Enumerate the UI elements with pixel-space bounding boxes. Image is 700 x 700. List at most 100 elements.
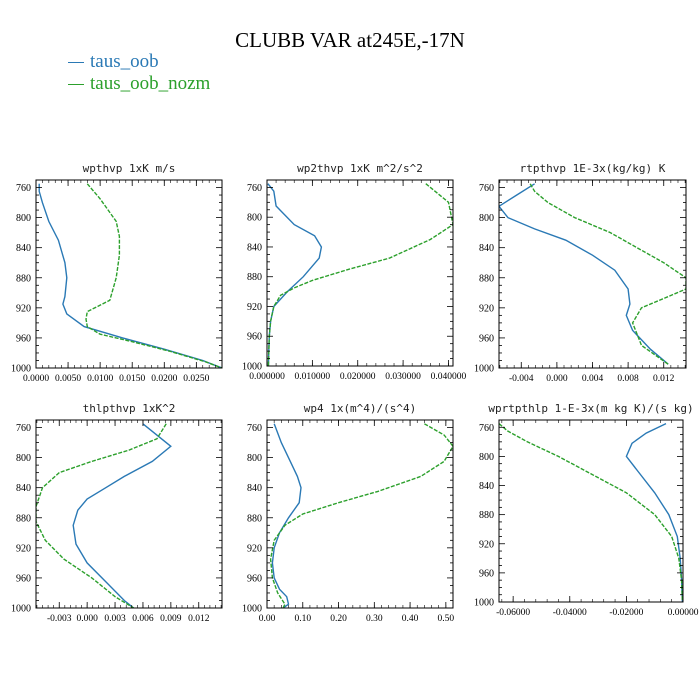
x-tick-label: 0.030000 bbox=[385, 372, 421, 382]
y-tick-label: 880 bbox=[247, 513, 262, 524]
x-tick-label: 0.003 bbox=[104, 614, 126, 624]
legend-swatch bbox=[68, 61, 84, 63]
y-tick-label: 800 bbox=[16, 453, 31, 464]
subplot-title: wp4 1x(m^4)/(s^4) bbox=[304, 402, 417, 415]
y-tick-label: 960 bbox=[247, 573, 262, 584]
plot-frame bbox=[35, 179, 223, 369]
y-tick-label: 960 bbox=[16, 333, 31, 344]
y-tick-label: 920 bbox=[479, 303, 494, 314]
y-tick-label: 880 bbox=[479, 273, 494, 284]
y-tick-label: 760 bbox=[16, 183, 31, 194]
y-tick-label: 760 bbox=[479, 423, 494, 434]
series-line-taus-oob bbox=[625, 422, 683, 602]
subplot-3: rtpthvp 1E-3x(kg/kg) K 760 800 840 880 920 960… bbox=[474, 162, 687, 384]
series-line-taus-oob bbox=[72, 423, 172, 608]
y-tick-label: 880 bbox=[16, 273, 31, 284]
plot-frame bbox=[266, 179, 454, 367]
y-tick-label: 920 bbox=[16, 303, 31, 314]
subplot-1: wpthvp 1xK m/s76080084088092096010000.00… bbox=[11, 162, 223, 384]
y-tick-label: 880 bbox=[16, 513, 31, 524]
x-tick-label: -0.004 bbox=[509, 374, 534, 384]
legend-swatch bbox=[68, 83, 84, 85]
x-tick-label: 0.009 bbox=[160, 614, 182, 624]
plot-frame bbox=[35, 419, 223, 609]
y-tick-label: 1000 bbox=[242, 604, 262, 615]
x-tick-label: 0.0050 bbox=[55, 374, 81, 384]
y-tick-label: 880 bbox=[479, 510, 494, 521]
series-line-taus-oob bbox=[499, 183, 669, 365]
x-tick-label: 0.012 bbox=[188, 614, 210, 624]
x-tick-label: 0.0250 bbox=[183, 374, 209, 384]
legend-label: taus_oob bbox=[90, 51, 159, 72]
y-tick-label: 760 bbox=[16, 423, 31, 434]
series-line-taus-oob-nozm bbox=[36, 423, 167, 608]
x-tick-label: 0.40 bbox=[402, 614, 419, 624]
series-line-taus-oob bbox=[271, 423, 302, 608]
y-tick-label: 1000 bbox=[474, 598, 494, 609]
y-tick-label: 760 bbox=[479, 183, 494, 194]
legend-entry-taus-oob: taus_oob bbox=[68, 51, 159, 73]
subplot-title: wpthvp 1xK m/s bbox=[83, 162, 176, 175]
figure-title: CLUBB VAR at245E,-17N bbox=[235, 28, 465, 52]
subplot-title: wp2thvp 1xK m^2/s^2 bbox=[297, 162, 423, 175]
x-tick-label: 0.0150 bbox=[119, 374, 145, 384]
series-line-taus-oob-nozm bbox=[529, 183, 686, 365]
x-tick-label: -0.003 bbox=[47, 614, 72, 624]
y-tick-label: 800 bbox=[479, 213, 494, 224]
y-tick-label: 960 bbox=[479, 568, 494, 579]
x-tick-label: 0.30 bbox=[366, 614, 383, 624]
y-tick-label: 800 bbox=[247, 213, 262, 224]
plot-frame bbox=[498, 419, 684, 603]
y-tick-label: 800 bbox=[16, 213, 31, 224]
y-tick-label: 760 bbox=[247, 423, 262, 434]
legend-label: taus_oob_nozm bbox=[90, 73, 211, 94]
y-tick-label: 840 bbox=[16, 483, 31, 494]
x-tick-label: 0.000 bbox=[76, 614, 98, 624]
x-tick-label: 0.00000 bbox=[668, 608, 699, 618]
y-tick-label: 960 bbox=[479, 333, 494, 344]
plot-frame bbox=[498, 179, 687, 369]
y-tick-label: 840 bbox=[247, 483, 262, 494]
series-line-taus-oob-nozm bbox=[85, 183, 222, 368]
subplot-title: rtpthvp 1E-3x(kg/kg) K bbox=[520, 162, 666, 175]
plot-frame bbox=[266, 419, 454, 609]
subplot-title: wprtpthlp 1-E-3x(m kg K)/(s kg) bbox=[488, 402, 693, 415]
x-tick-label: 0.10 bbox=[294, 614, 311, 624]
y-tick-label: 1000 bbox=[11, 604, 31, 615]
legend-entry-taus-oob-nozm: taus_oob_nozm bbox=[68, 73, 210, 95]
x-tick-label: 0.020000 bbox=[340, 372, 376, 382]
x-tick-label: 0.000000 bbox=[249, 372, 285, 382]
x-tick-label: 0.50 bbox=[438, 614, 455, 624]
y-tick-label: 920 bbox=[247, 543, 262, 554]
x-tick-label: 0.008 bbox=[617, 374, 639, 384]
subplot-6: wprtpthlp 1-E-3x(m kg K)/(s kg) 760 800 840… bbox=[474, 402, 699, 618]
series-line-taus-oob-nozm bbox=[269, 423, 453, 608]
y-tick-label: 840 bbox=[247, 242, 262, 253]
x-tick-label: -0.04000 bbox=[553, 608, 587, 618]
subplot-title: thlpthvp 1xK^2 bbox=[83, 402, 176, 415]
y-tick-label: 760 bbox=[247, 183, 262, 194]
y-tick-label: 1000 bbox=[474, 364, 494, 375]
y-tick-label: 800 bbox=[479, 452, 494, 463]
y-tick-label: 840 bbox=[479, 243, 494, 254]
x-tick-label: 0.00 bbox=[259, 614, 276, 624]
x-tick-label: 0.0000 bbox=[23, 374, 49, 384]
y-tick-label: 920 bbox=[247, 302, 262, 313]
x-tick-label: 0.004 bbox=[582, 374, 604, 384]
series-line-taus-oob-nozm bbox=[499, 423, 683, 602]
y-tick-label: 960 bbox=[247, 332, 262, 343]
y-tick-label: 1000 bbox=[11, 364, 31, 375]
y-tick-label: 920 bbox=[16, 543, 31, 554]
x-tick-label: 0.006 bbox=[132, 614, 154, 624]
x-tick-label: 0.0100 bbox=[87, 374, 113, 384]
series-line-taus-oob bbox=[38, 183, 222, 368]
y-tick-label: 840 bbox=[16, 243, 31, 254]
x-tick-label: 0.000 bbox=[546, 374, 568, 384]
y-tick-label: 960 bbox=[16, 573, 31, 584]
y-tick-label: 920 bbox=[479, 539, 494, 550]
subplot-4: thlpthvp 1xK^2 760 800 840 880 920 960 1000 -0.0… bbox=[11, 402, 223, 624]
x-tick-label: -0.06000 bbox=[496, 608, 530, 618]
x-tick-label: 0.20 bbox=[330, 614, 347, 624]
series-line-taus-oob bbox=[267, 183, 323, 366]
